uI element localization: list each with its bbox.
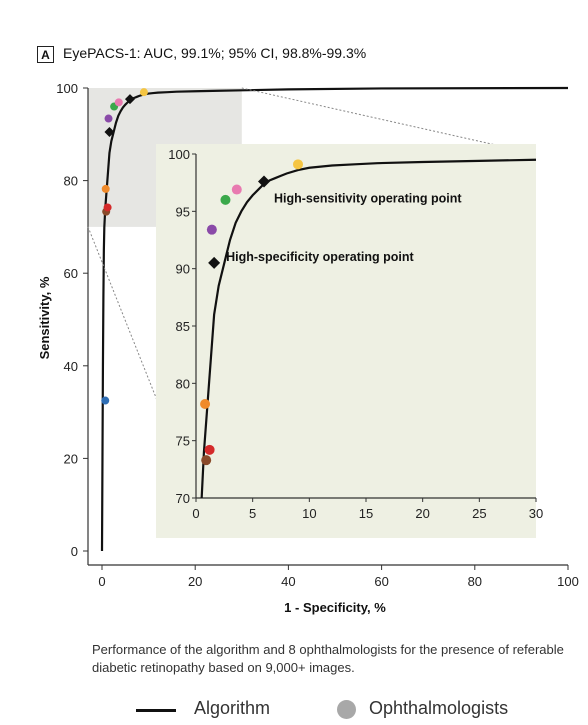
- inset-y-tick-label: 70: [176, 491, 190, 506]
- y-tick-label: 20: [64, 451, 78, 466]
- operating-point-annotation: High-specificity operating point: [226, 250, 414, 264]
- zoom-guide-bottom: [87, 226, 197, 499]
- ophthalmologist-point: [103, 203, 112, 212]
- legend-ophthalmologists-label: Ophthalmologists: [369, 698, 509, 718]
- ophthalmologist-point: [104, 114, 113, 123]
- legend: Algorithm Ophthalmologists: [0, 696, 588, 724]
- inset-x-tick-label: 30: [529, 506, 543, 521]
- inset-ophthalmologist-point: [293, 159, 303, 170]
- legend-ophthalmologists-dot: [337, 700, 356, 719]
- roc-chart: 0 20 40 60 80 100 0 20 40 60 80 100 0 5 10 15 20 25 30 70 7…: [37, 81, 579, 615]
- panel-label: A: [37, 46, 54, 63]
- inset-ophthalmologist-point: [231, 184, 242, 195]
- legend-algorithm-label: Algorithm: [194, 698, 271, 718]
- ophthalmologist-point: [139, 88, 148, 97]
- x-axis-label: 1 - Specificity, %: [284, 600, 386, 615]
- inset-x-tick-label: 10: [302, 506, 316, 521]
- inset-ophthalmologist-point: [201, 455, 212, 466]
- operating-point-marker: [124, 94, 135, 105]
- inset-y-tick-label: 100: [168, 147, 190, 162]
- inset-x-tick-label: 5: [249, 506, 256, 521]
- inset-y-tick-label: 80: [176, 376, 190, 391]
- x-tick-label: 100: [557, 574, 579, 589]
- y-tick-label: 40: [64, 359, 78, 374]
- inset-operating-point-marker: [208, 256, 221, 269]
- inset-ophthalmologist-point: [200, 398, 211, 409]
- x-tick-label: 20: [188, 574, 202, 589]
- inset-x-tick-label: 15: [359, 506, 373, 521]
- y-axis-label: Sensitivity, %: [37, 276, 52, 359]
- zoom-guide-layer: [87, 87, 537, 499]
- y-tick-label: 100: [56, 81, 78, 96]
- inset-background: [156, 144, 536, 538]
- inset-x-tick-label: 25: [472, 506, 486, 521]
- operating-point-annotation: High-sensitivity operating point: [274, 192, 462, 206]
- y-tick-label: 60: [64, 266, 78, 281]
- inset-x-tick-label: 0: [192, 506, 199, 521]
- y-tick-label: 0: [71, 544, 78, 559]
- x-tick-label: 60: [374, 574, 388, 589]
- inset-plot-layer: 0 5 10 15 20 25 30 70 75 80 85 90 95 100 High-sensitiv…: [156, 144, 543, 538]
- inset-y-tick-label: 85: [176, 319, 190, 334]
- operating-point-marker: [104, 126, 115, 137]
- y-tick-label: 80: [64, 174, 78, 189]
- inset-x-tick-label: 20: [415, 506, 429, 521]
- ophthalmologist-point: [101, 396, 110, 405]
- figure-caption: Performance of the algorithm and 8 ophth…: [92, 642, 564, 675]
- x-tick-label: 40: [281, 574, 295, 589]
- inset-y-tick-label: 75: [176, 434, 190, 449]
- ophthalmologist-point: [114, 98, 123, 107]
- chart-title: EyePACS-1: AUC, 99.1%; 95% CI, 98.8%-99.…: [63, 45, 367, 61]
- inset-ophthalmologist-point: [206, 224, 217, 235]
- inset-y-tick-label: 95: [176, 204, 190, 219]
- ophthalmologist-point: [101, 184, 110, 193]
- inset-ophthalmologist-point: [204, 444, 215, 455]
- inset-operating-point-marker: [258, 175, 270, 188]
- legend-algorithm-line: [136, 709, 176, 712]
- x-tick-label: 80: [468, 574, 482, 589]
- inset-y-tick-label: 90: [176, 262, 190, 277]
- inset-ophthalmologist-point: [220, 194, 231, 205]
- x-tick-label: 0: [98, 574, 105, 589]
